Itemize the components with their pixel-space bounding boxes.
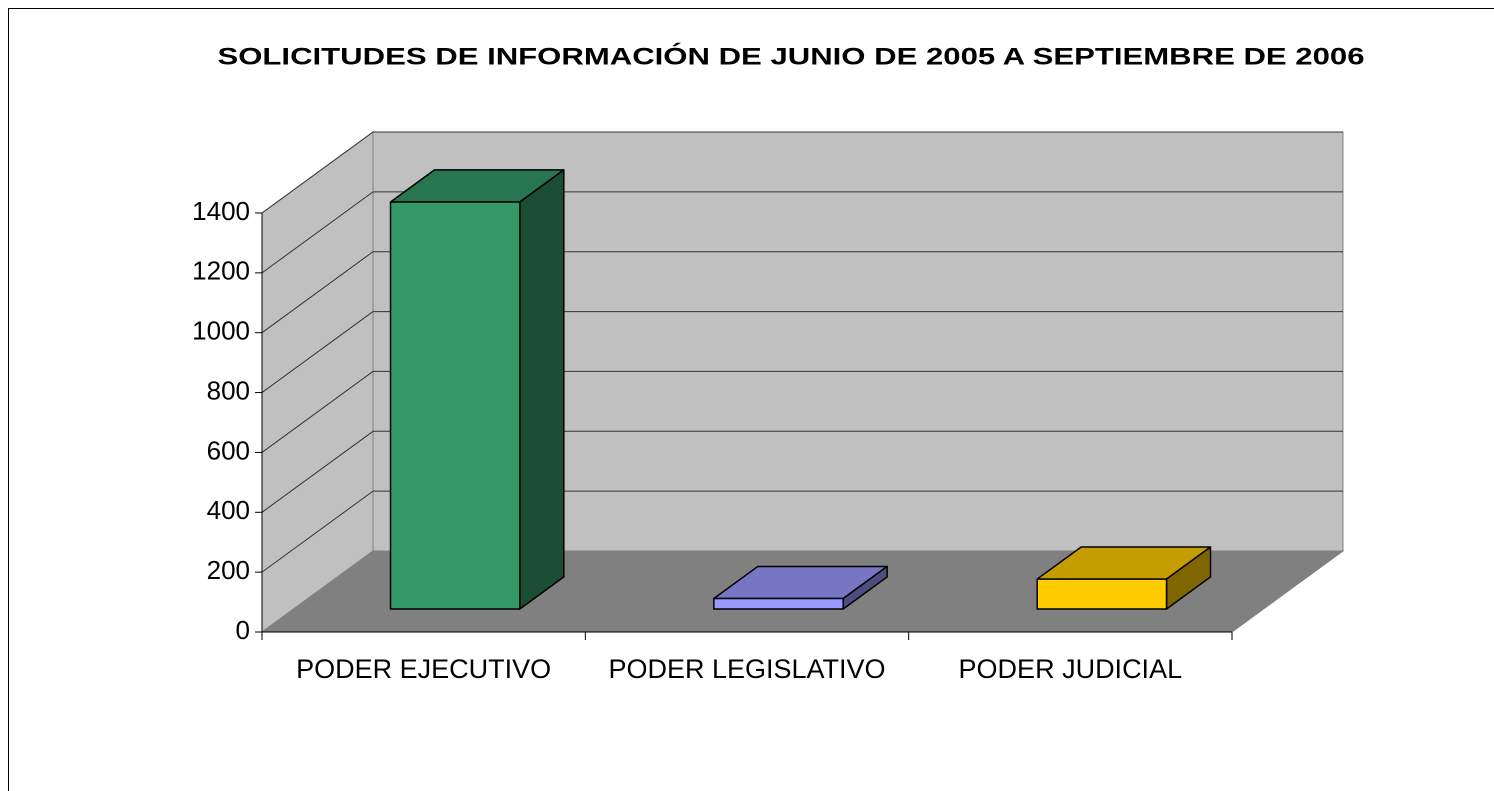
bar-side [519, 169, 565, 610]
y-tick-label: 800 [207, 375, 250, 405]
y-tick-label: 1200 [192, 256, 250, 286]
y-tick-label: 1000 [192, 316, 250, 346]
x-tick-label: PODER EJECUTIVO [296, 654, 552, 684]
bar [713, 597, 844, 610]
x-tick-label: PODER JUDICIAL [958, 654, 1183, 684]
y-tick-label: 0 [236, 615, 250, 645]
grid-line [261, 490, 374, 573]
bar [1036, 578, 1168, 610]
side-wall [261, 131, 374, 633]
chart-title: SOLICITUDES DE INFORMACIÓN DE JUNIO DE 2… [218, 42, 1365, 70]
y-tick-label: 1400 [192, 196, 250, 226]
grid-line [261, 131, 374, 214]
y-tick-label: 600 [207, 435, 250, 465]
grid-line [261, 371, 374, 453]
x-tick-label: PODER LEGISLATIVO [608, 654, 886, 684]
bar [389, 201, 521, 610]
grid-line [261, 191, 374, 274]
y-tick-label: 200 [207, 555, 250, 585]
grid-line [261, 430, 374, 513]
grid-line [261, 251, 374, 334]
y-tick-label: 400 [207, 495, 250, 525]
grid-line [261, 311, 374, 393]
